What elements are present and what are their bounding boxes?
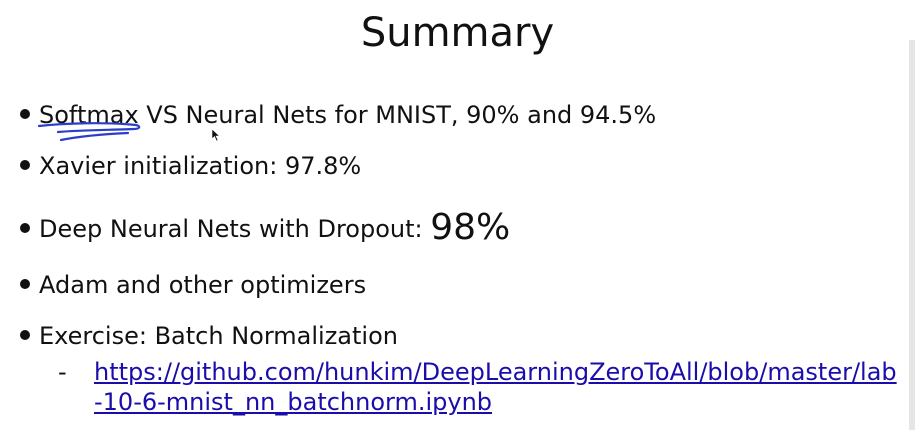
slide-title: Summary	[360, 10, 555, 56]
bullet-item-xavier: Xavier initialization: 97.8%	[20, 151, 361, 181]
bullet-text: Softmax VS Neural Nets for MNIST, 90% an…	[39, 101, 657, 129]
batchnorm-notebook-link[interactable]: https://github.com/hunkim/DeepLearningZe…	[94, 358, 897, 416]
bullet-dot-icon	[20, 279, 30, 289]
bullet-dot-icon	[20, 223, 30, 233]
bullet-item-exercise: Exercise: Batch Normalization	[20, 321, 398, 351]
window-edge	[909, 40, 915, 430]
bullet-text: Xavier initialization: 97.8%	[39, 152, 362, 180]
bullet-dot-icon	[20, 160, 30, 170]
sub-item-marker: -	[58, 358, 67, 386]
bullet-item-softmax: Softmax VS Neural Nets for MNIST, 90% an…	[20, 100, 656, 130]
bullet-text: Deep Neural Nets with Dropout:	[39, 215, 431, 243]
bullet-emphasis-value: 98%	[430, 207, 511, 248]
bullet-dot-icon	[20, 109, 30, 119]
bullet-text: Adam and other optimizers	[39, 271, 367, 299]
bullet-item-dropout: Deep Neural Nets with Dropout: 98%	[20, 210, 510, 246]
bullet-dot-icon	[20, 330, 30, 340]
bullet-item-adam: Adam and other optimizers	[20, 270, 366, 300]
mouse-cursor-icon	[211, 128, 221, 142]
bullet-text: Exercise: Batch Normalization	[39, 322, 398, 350]
